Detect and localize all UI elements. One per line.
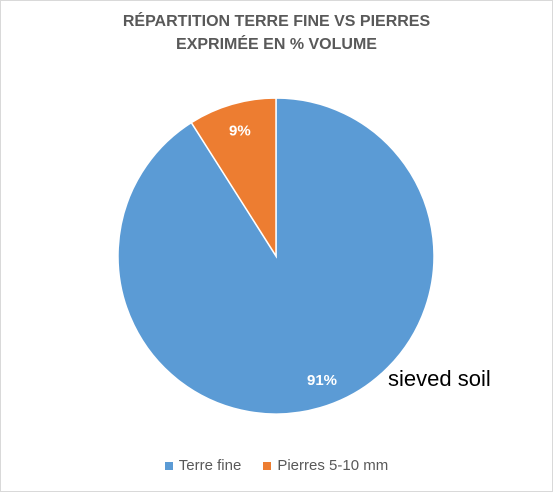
data-label-pierres: 9% (229, 123, 251, 140)
legend-label-terre-fine: Terre fine (178, 457, 242, 474)
legend-swatch-terre-fine (164, 462, 173, 470)
chart-title-line-1: RÉPARTITION TERRE FINE VS PIERRES (122, 13, 431, 30)
legend-label-pierres: Pierres 5-10 mm (277, 457, 389, 474)
chart-title-line-2: EXPRIMÉE EN % VOLUME (176, 36, 377, 53)
pie-data-labels: 91% 9% (229, 123, 337, 389)
data-label-terre-fine: 91% (307, 372, 337, 389)
pie-slice-pierres (190, 97, 277, 259)
pie-slices (117, 97, 435, 415)
legend-item-terre-fine: Terre fine (164, 457, 242, 475)
legend-item-pierres: Pierres 5-10 mm (263, 457, 388, 475)
annotation-sieved-soil: sieved soil (388, 366, 491, 391)
chart-legend: Terre fine Pierres 5-10 mm (0, 457, 553, 475)
legend-swatch-pierres (263, 462, 272, 470)
